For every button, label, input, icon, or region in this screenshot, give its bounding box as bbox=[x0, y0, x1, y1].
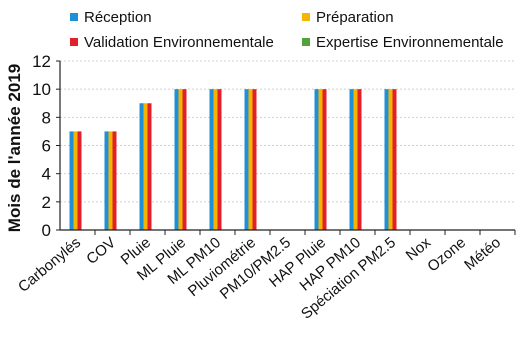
y-tick-label: 12 bbox=[32, 52, 51, 71]
bar bbox=[322, 89, 327, 231]
legend-label: Expertise Environnementale bbox=[316, 34, 504, 51]
bar bbox=[77, 131, 82, 230]
legend-label: Validation Environnementale bbox=[84, 34, 274, 51]
bar bbox=[143, 103, 148, 230]
legend-item: Validation Environnementale bbox=[70, 34, 274, 51]
chart-gridlines bbox=[60, 60, 515, 203]
y-tick-label: 4 bbox=[42, 165, 51, 184]
y-axis-label: Mois de l'année 2019 bbox=[5, 64, 24, 232]
x-tick-label: Météo bbox=[461, 234, 504, 274]
bar bbox=[353, 89, 358, 231]
bar bbox=[147, 103, 152, 230]
legend-swatch bbox=[302, 13, 310, 21]
bar bbox=[252, 89, 257, 231]
y-tick-label: 8 bbox=[42, 108, 51, 127]
bar bbox=[392, 89, 397, 231]
bar bbox=[104, 131, 109, 230]
bar bbox=[182, 89, 187, 231]
bar bbox=[209, 89, 214, 231]
chart-bars bbox=[69, 89, 397, 231]
x-tick-label: Ozone bbox=[424, 234, 469, 275]
x-tick-label: COV bbox=[83, 234, 119, 268]
bar bbox=[248, 89, 253, 231]
legend-item: Préparation bbox=[302, 9, 394, 26]
bar bbox=[349, 89, 354, 231]
y-tick-label: 2 bbox=[42, 193, 51, 212]
bar bbox=[108, 131, 113, 230]
y-tick-label: 0 bbox=[42, 221, 51, 240]
x-tick-label: Carbonylés bbox=[15, 234, 84, 296]
bar bbox=[178, 89, 183, 231]
bar bbox=[112, 131, 117, 230]
bar bbox=[174, 89, 179, 231]
bar bbox=[244, 89, 249, 231]
bar bbox=[384, 89, 389, 231]
legend-label: Préparation bbox=[316, 9, 394, 26]
bar bbox=[213, 89, 218, 231]
bar bbox=[388, 89, 393, 231]
legend-item: Expertise Environnementale bbox=[302, 34, 504, 51]
bar bbox=[217, 89, 222, 231]
legend-swatch bbox=[70, 13, 78, 21]
y-tick-label: 6 bbox=[42, 137, 51, 156]
y-tick-labels: 0 2 4 6 8 10 12 bbox=[32, 52, 60, 240]
legend-swatch bbox=[302, 38, 310, 46]
bar bbox=[69, 131, 74, 230]
bar bbox=[314, 89, 319, 231]
legend-item: Réception bbox=[70, 9, 152, 26]
legend-swatch bbox=[70, 38, 78, 46]
bar bbox=[139, 103, 144, 230]
y-tick-label: 10 bbox=[32, 80, 51, 99]
legend-label: Réception bbox=[84, 9, 152, 26]
bar bbox=[73, 131, 78, 230]
bar bbox=[318, 89, 323, 231]
chart-legend: Réception Préparation Validation Environne… bbox=[70, 9, 504, 51]
bar bbox=[357, 89, 362, 231]
